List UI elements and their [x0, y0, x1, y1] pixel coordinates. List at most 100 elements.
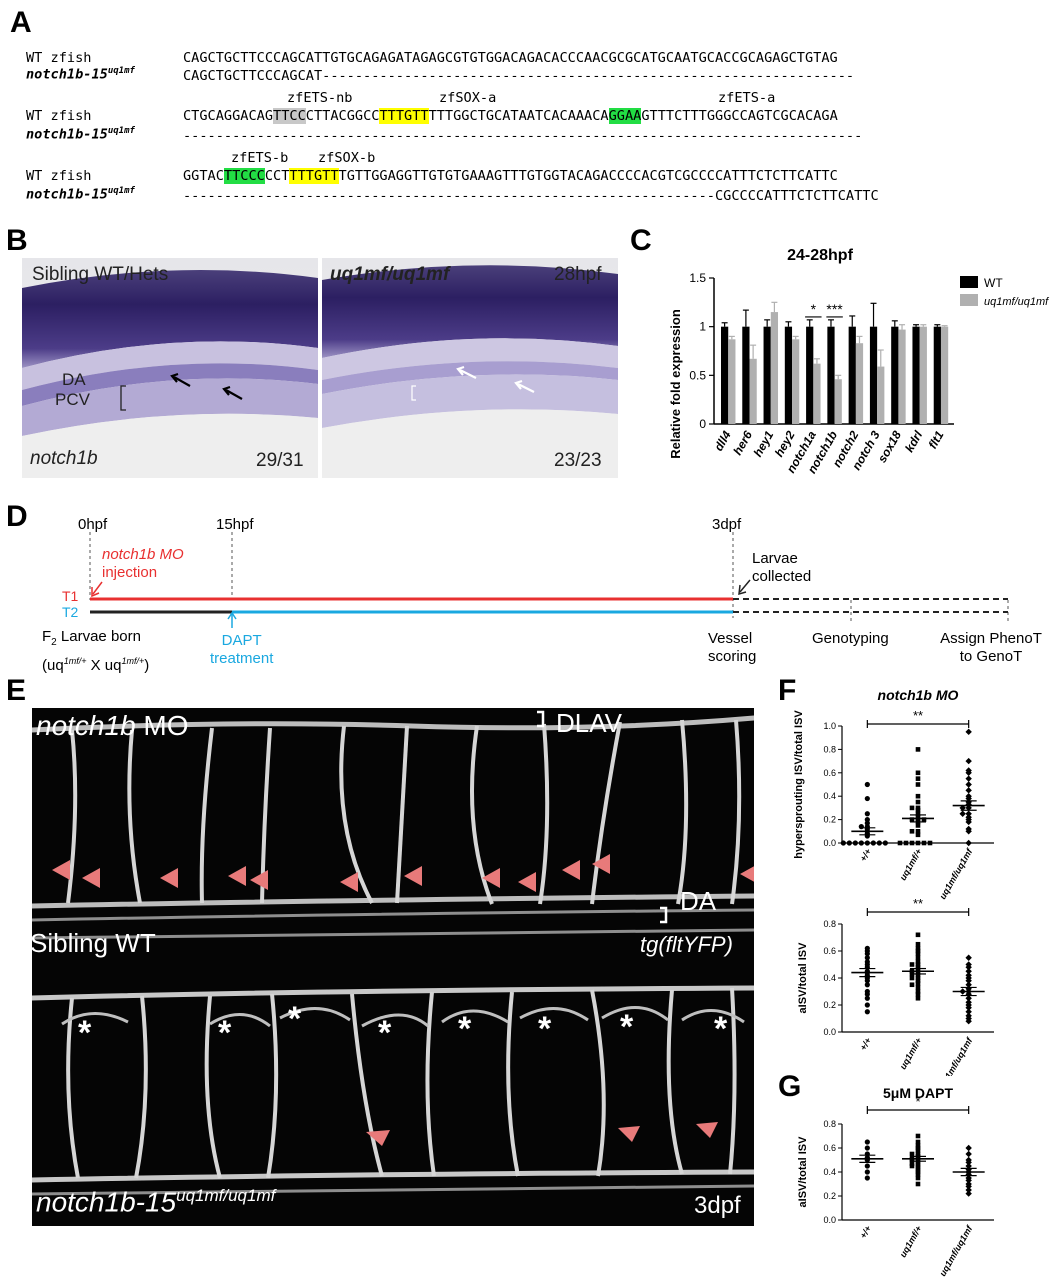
dapt-treatment-label: DAPT treatment	[210, 632, 274, 667]
scatter-point	[965, 968, 972, 975]
scatter-ylabel: hypersprouting ISV/total ISV	[793, 710, 805, 859]
scatter-point	[864, 1009, 870, 1015]
scatter-point	[915, 951, 921, 956]
scatter-xtick-label: uq1mf/uq1mf	[937, 1035, 974, 1076]
seq-wt-row2: CTGCAGGACAGTTCCCTTACGGCCTTTGTTTTTGGCTGCA…	[183, 108, 838, 124]
scatter-title: 5μM DAPT	[883, 1085, 953, 1101]
scatter-ylabel: aISV/total ISV	[797, 1136, 809, 1208]
scatter-point	[965, 757, 972, 765]
panel-label-d: D	[6, 500, 28, 533]
panel-label-f: F	[778, 674, 797, 707]
e-bottom-genotype: notch1b-15uq1mf/uq1mf	[36, 1186, 276, 1218]
c-bar	[855, 343, 864, 424]
mo-injection-label: notch1b MO injection	[102, 546, 184, 581]
seq-label-mutant: notch1b-15uq1mf	[26, 66, 135, 83]
c-bar	[813, 363, 821, 424]
c-bar	[912, 326, 920, 424]
scatter-point	[909, 1157, 915, 1163]
arrowheads-mo	[52, 854, 754, 892]
vessel-scoring-label: Vessel scoring	[708, 630, 757, 665]
element-label-zfets-a: zfETS-a	[718, 90, 776, 106]
scatter-point	[915, 1139, 921, 1145]
label-tg-flt-yfp: tg(fltYFP)	[640, 932, 733, 957]
c-bar	[792, 339, 800, 424]
scatter-point	[864, 951, 870, 957]
scatter-point	[915, 1151, 921, 1157]
ish-stage: 28hpf	[554, 264, 602, 285]
c-bar	[770, 312, 779, 424]
highlight-zfets-a: GGAA	[608, 108, 642, 124]
seq-mutant-row2: ----------------------------------------…	[183, 128, 863, 144]
scatter-sig-label: **	[913, 896, 923, 911]
assign-phenotype-label: Assign PhenoT to GenoT	[940, 630, 1042, 665]
c-xtick-label: kdrl	[902, 428, 925, 455]
scatter-point	[864, 991, 870, 997]
timeline-diagram-d	[89, 532, 1009, 628]
scatter-point	[915, 1181, 921, 1187]
chart-c-qpcr: 24-28hpf Relative fold expression 0 0.5 1 1…	[668, 247, 1049, 476]
scatter-ytick-label: 0.0	[823, 1027, 836, 1037]
scatter-point	[864, 978, 870, 984]
c-bar	[721, 326, 729, 424]
scatter-point	[909, 1161, 915, 1166]
scatter-point	[864, 1163, 870, 1169]
c-bar	[728, 339, 736, 424]
scatter-point	[927, 840, 933, 846]
scatter-point	[897, 840, 903, 846]
element-label-zfsox-b: zfSOX-b	[318, 150, 376, 166]
scatter-point	[915, 989, 921, 994]
seq-mutant-row1: CAGCTGCTTCCCAGCAT-----------------------…	[183, 68, 855, 84]
scatter-xtick-label: uq1mf/+	[898, 1035, 924, 1071]
confocal-image-mo	[32, 708, 754, 964]
scatter-point	[858, 824, 864, 830]
c-bar	[940, 326, 949, 424]
seq-label-mutant: notch1b-15uq1mf	[26, 186, 135, 203]
chart-c-title: 24-28hpf	[787, 247, 853, 264]
scatter-point	[915, 1143, 921, 1148]
scatter-point	[915, 1167, 921, 1172]
scatter-point	[965, 787, 972, 794]
element-label-zfets-nb: zfETS-nb	[287, 90, 353, 106]
scatter-xtick-label: +/+	[858, 846, 874, 863]
scatter-ytick-label: 0.0	[823, 1215, 836, 1225]
scatter-point	[965, 1008, 972, 1015]
c-bar	[742, 326, 750, 424]
scatter-ytick-label: 0.0	[823, 838, 836, 848]
scatter-point	[921, 817, 927, 822]
scatter-ytick-label: 0.2	[823, 1000, 836, 1010]
scatter-ytick-label: 0.2	[823, 815, 836, 825]
scatter-point	[915, 975, 921, 981]
scatter-point	[909, 817, 915, 822]
scatter-point	[915, 981, 921, 986]
scatter-point	[909, 962, 915, 967]
scatter-point	[876, 840, 882, 846]
label-da: DA	[62, 370, 86, 389]
c-sig-label: ***	[826, 301, 843, 317]
scatter-ytick-label: 0.8	[823, 1119, 836, 1129]
scatter-point	[915, 1145, 921, 1151]
scatter-point	[864, 1002, 870, 1008]
scatter-point	[915, 955, 921, 961]
scatter-point	[965, 781, 972, 788]
scatter-point	[915, 1164, 921, 1170]
scatter-point	[915, 985, 921, 990]
scatter-ytick-label: 0.4	[823, 791, 836, 801]
chart-f-aisv: aISV/total ISV 0.0 0.2 0.4 0.6 0.8 +/+ uq1mf/+ u…	[797, 896, 994, 1076]
seq-label-wt: WT zfish	[26, 108, 92, 124]
scatter-point	[965, 1150, 972, 1158]
scatter-ytick-label: 0.4	[823, 1167, 836, 1177]
confocal-image-mutant	[32, 964, 754, 1226]
scatter-point	[915, 793, 921, 799]
scatter-ytick-label: 0.6	[823, 1143, 836, 1153]
chart-c-ylabel: Relative fold expression	[668, 309, 683, 459]
scatter-point	[915, 776, 921, 781]
scatter-point	[915, 978, 921, 983]
seq-label-mutant: notch1b-15uq1mf	[26, 126, 135, 143]
time-0hpf: 0hpf	[78, 516, 108, 533]
scatter-point	[915, 959, 921, 965]
legend-label-mutant: uq1mf/uq1mf	[984, 296, 1049, 308]
scatter-point	[846, 840, 852, 846]
scatter-sig-label: *	[915, 1094, 920, 1109]
chart-c-legend: WT uq1mf/uq1mf	[960, 276, 1049, 308]
element-label-zfsox-a: zfSOX-a	[439, 90, 497, 106]
